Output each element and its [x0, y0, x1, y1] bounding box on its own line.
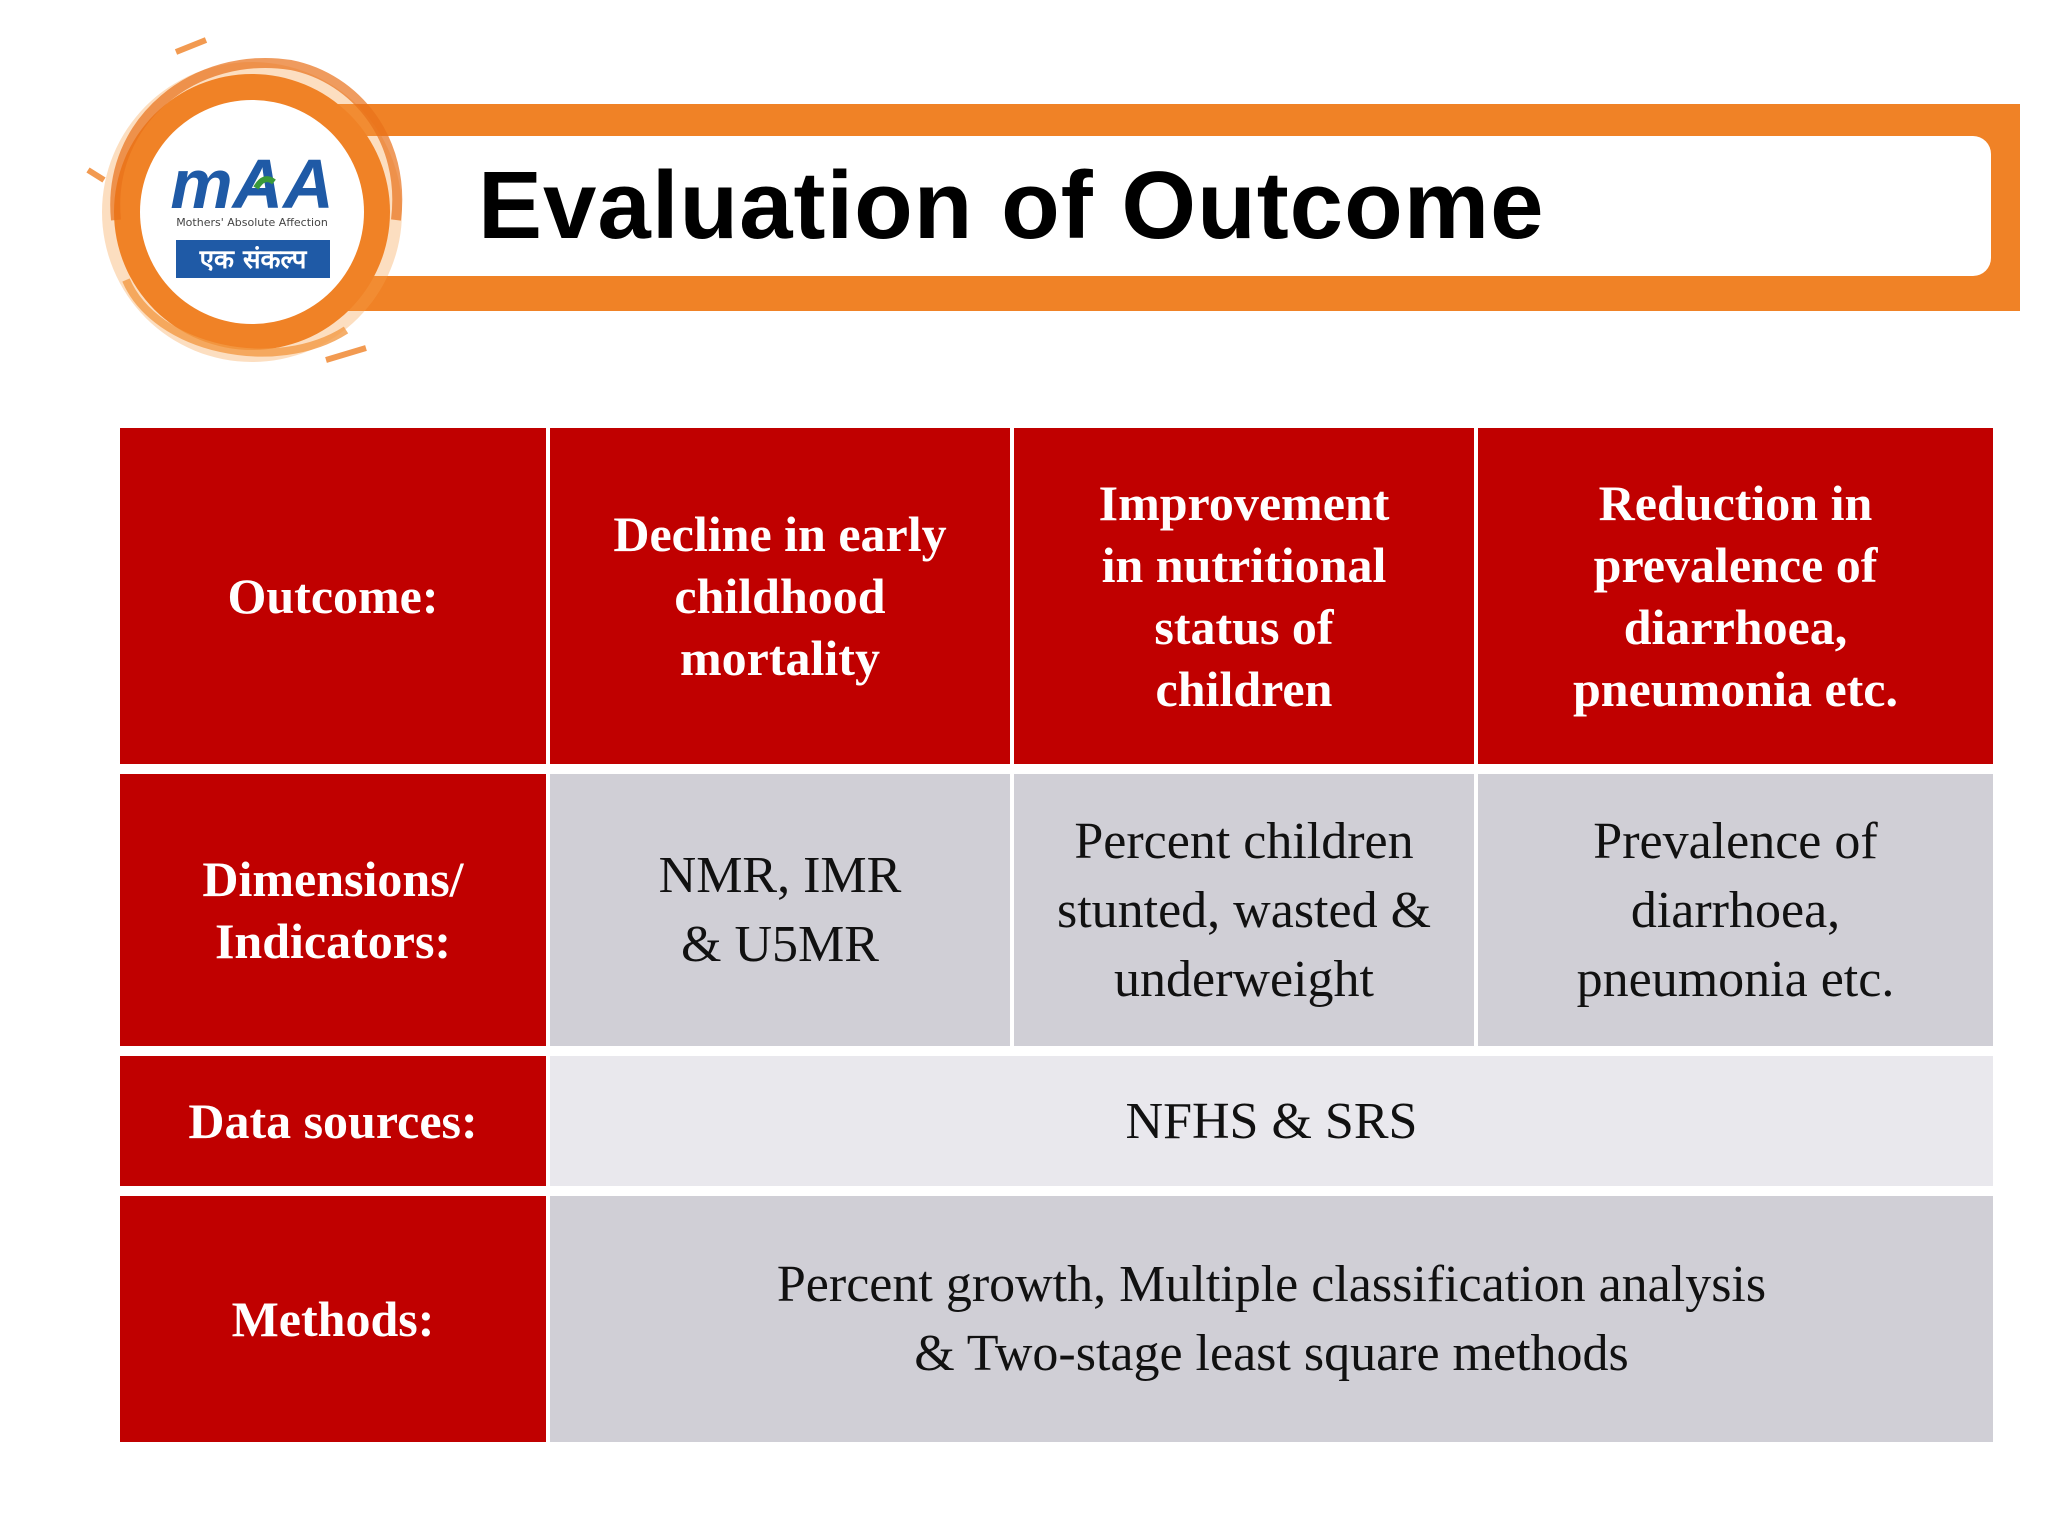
logo-subtitle: Mothers' Absolute Affection: [176, 216, 328, 229]
row-header-indicators: Dimensions/ Indicators:: [120, 774, 546, 1046]
indicator-cell: NMR, IMR & U5MR: [550, 774, 1010, 1046]
evaluation-table: Outcome: Decline in early childhood mort…: [120, 428, 1993, 1443]
cell-text: Decline in early childhood mortality: [613, 506, 947, 686]
logo-hindi-text: एक संकल्प: [199, 245, 308, 275]
outcome-cell: Decline in early childhood mortality: [550, 428, 1010, 764]
logo-main-text: mAA: [170, 145, 333, 223]
indicator-cell: Percent children stunted, wasted & under…: [1014, 774, 1474, 1046]
row-header-label: Outcome:: [227, 568, 439, 624]
cell-text: Percent growth, Multiple classification …: [776, 1256, 1767, 1382]
title-banner-inner: [335, 136, 1991, 276]
outcome-cell: Improvement in nutritional status of chi…: [1014, 428, 1474, 764]
cell-text: Reduction in prevalence of diarrhoea, pn…: [1573, 475, 1898, 717]
outcome-cell: Reduction in prevalence of diarrhoea, pn…: [1478, 428, 1993, 764]
row-header-label: Dimensions/ Indicators:: [202, 851, 464, 969]
row-header-methods: Methods:: [120, 1196, 546, 1442]
cell-text: NMR, IMR & U5MR: [658, 847, 902, 973]
indicator-cell: Prevalence of diarrhoea, pneumonia etc.: [1478, 774, 1993, 1046]
cell-text: Percent children stunted, wasted & under…: [1056, 812, 1432, 1008]
cell-text: Prevalence of diarrhoea, pneumonia etc.: [1576, 812, 1895, 1008]
row-header-outcome: Outcome:: [120, 428, 546, 764]
row-header-data-sources: Data sources:: [120, 1056, 546, 1186]
methods-cell: Percent growth, Multiple classification …: [550, 1196, 1993, 1442]
slide-title: Evaluation of Outcome: [478, 152, 1545, 259]
maa-logo: mAA Mothers' Absolute Affection एक संकल्…: [86, 37, 403, 363]
cell-text: Improvement in nutritional status of chi…: [1098, 475, 1390, 717]
data-sources-cell: NFHS & SRS: [550, 1056, 1993, 1186]
row-header-label: Data sources:: [188, 1093, 478, 1149]
row-header-label: Methods:: [231, 1291, 435, 1347]
cell-text: NFHS & SRS: [1125, 1092, 1418, 1150]
